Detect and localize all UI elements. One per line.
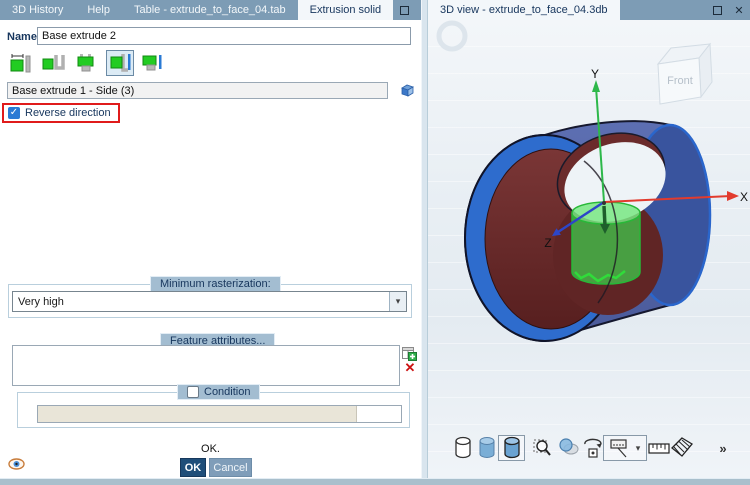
- cube-icon: [401, 84, 414, 97]
- panel-splitter[interactable]: [421, 0, 428, 478]
- cancel-button[interactable]: Cancel: [209, 458, 252, 477]
- view-cube-front-label: Front: [667, 75, 693, 87]
- add-attribute-button[interactable]: [402, 346, 417, 361]
- tab-help[interactable]: Help: [87, 4, 110, 16]
- add-table-icon: [402, 347, 417, 361]
- rasterization-combobox[interactable]: Very high ▾: [12, 291, 407, 312]
- combobox-dropdown-button[interactable]: ▾: [389, 292, 406, 311]
- right-tab-bar: 3D view - extrude_to_face_04.3db ✕: [428, 0, 750, 20]
- view-cube[interactable]: Front: [656, 42, 713, 105]
- extrude-to-plane-button[interactable]: [40, 50, 68, 76]
- left-tab-bar: 3D History Help Table - extrude_to_face_…: [0, 0, 431, 20]
- extrude-to-face-button[interactable]: [139, 50, 167, 76]
- reverse-direction-highlight: ✓ Reverse direction: [2, 103, 120, 123]
- preview-button[interactable]: [8, 457, 25, 471]
- wireframe-cylinder-icon: [455, 436, 471, 459]
- minimum-rasterization-header: Minimum rasterization:: [150, 276, 281, 292]
- name-label: Name:: [7, 31, 41, 43]
- minimum-rasterization-header-label: Minimum rasterization:: [160, 278, 271, 290]
- rasterization-value: Very high: [18, 295, 64, 308]
- axis-triad: Y X Z: [544, 67, 748, 250]
- shaded-view-button[interactable]: [477, 435, 497, 461]
- more-icon: »: [719, 440, 727, 456]
- zoom-icon: [533, 439, 551, 456]
- extrude-to-length-icon: [10, 54, 31, 73]
- 3d-view-panel: 3D view - extrude_to_face_04.3db ✕: [428, 0, 750, 478]
- ruler-icon: [648, 443, 670, 454]
- extrude-to-surface-icon: [77, 54, 94, 72]
- wireframe-view-button[interactable]: [452, 435, 474, 461]
- condition-value-field[interactable]: [357, 406, 401, 422]
- chevron-down-icon: ▾: [395, 296, 401, 306]
- feature-attributes-label: Feature attributes...: [170, 335, 266, 347]
- 3d-viewport[interactable]: Front: [428, 20, 750, 478]
- tab-3d-history[interactable]: 3D History: [12, 4, 64, 16]
- z-axis-label: Z: [544, 236, 551, 250]
- tab-table[interactable]: Table - extrude_to_face_04.tab: [133, 4, 286, 16]
- extrude-to-side-icon: [110, 54, 131, 72]
- transparency-icon: [559, 438, 579, 455]
- cross-section-button[interactable]: [670, 435, 694, 461]
- condition-expression-field[interactable]: [38, 406, 357, 422]
- 3d-scene: Front: [436, 20, 748, 342]
- orbit-widget-icon: [436, 20, 468, 52]
- delete-attribute-button[interactable]: ✕: [403, 360, 417, 376]
- condition-input[interactable]: [37, 405, 402, 423]
- extrude-to-length-button[interactable]: [7, 50, 35, 76]
- reference-field[interactable]: Base extrude 1 - Side (3): [7, 82, 388, 99]
- transparency-button[interactable]: [558, 435, 579, 461]
- eye-icon: [8, 458, 25, 470]
- x-axis-label: X: [740, 190, 748, 204]
- status-text: OK.: [201, 443, 220, 455]
- zoom-button[interactable]: [532, 435, 552, 461]
- toolbar-more-button[interactable]: »: [715, 435, 731, 461]
- tab-3d-view[interactable]: 3D view - extrude_to_face_04.3db: [428, 0, 620, 20]
- shaded-edges-cylinder-icon: [503, 436, 520, 459]
- window-bottom-frame: [0, 478, 750, 485]
- rotate-icon: [584, 438, 602, 458]
- select-geometry-button[interactable]: [399, 83, 415, 98]
- dimension-tool-button[interactable]: ▾: [603, 435, 647, 461]
- condition-header: Condition: [177, 384, 261, 400]
- maximize-button[interactable]: [393, 0, 415, 20]
- cross-section-icon: [671, 437, 693, 457]
- close-button-3d[interactable]: ✕: [728, 0, 750, 20]
- ruler-button[interactable]: [648, 435, 670, 461]
- model-cylinder[interactable]: [464, 119, 712, 342]
- condition-label: Condition: [204, 386, 251, 398]
- ok-button[interactable]: OK: [180, 458, 206, 477]
- maximize-icon: [399, 5, 409, 15]
- extrude-type-toolbar: [7, 50, 167, 76]
- maximize-icon: [712, 5, 722, 15]
- close-icon: ✕: [734, 4, 744, 17]
- extrude-to-plane-icon: [42, 55, 65, 70]
- feature-attributes-list[interactable]: [12, 345, 400, 386]
- condition-checkbox[interactable]: [187, 386, 199, 398]
- chevron-down-icon[interactable]: ▾: [635, 442, 641, 453]
- shaded-cylinder-icon: [479, 437, 495, 458]
- tab-extrusion-solid[interactable]: Extrusion solid: [297, 0, 394, 20]
- extrude-to-side-button[interactable]: [106, 50, 134, 76]
- delete-x-icon: ✕: [404, 360, 416, 375]
- extrude-to-surface-button[interactable]: [73, 50, 101, 76]
- dimension-label-icon: [610, 439, 627, 458]
- extrude-to-face-icon: [142, 55, 162, 71]
- reverse-direction-checkbox[interactable]: ✓: [8, 107, 20, 119]
- shaded-edges-view-button[interactable]: [498, 435, 525, 461]
- rotate-button[interactable]: [582, 435, 604, 461]
- extrusion-dialog-panel: 3D History Help Table - extrude_to_face_…: [0, 0, 431, 478]
- reverse-direction-label: Reverse direction: [25, 107, 111, 119]
- right-window-buttons: ✕: [706, 0, 750, 20]
- y-axis-label: Y: [591, 67, 599, 81]
- name-input[interactable]: Base extrude 2: [37, 27, 411, 45]
- maximize-button-3d[interactable]: [706, 0, 728, 20]
